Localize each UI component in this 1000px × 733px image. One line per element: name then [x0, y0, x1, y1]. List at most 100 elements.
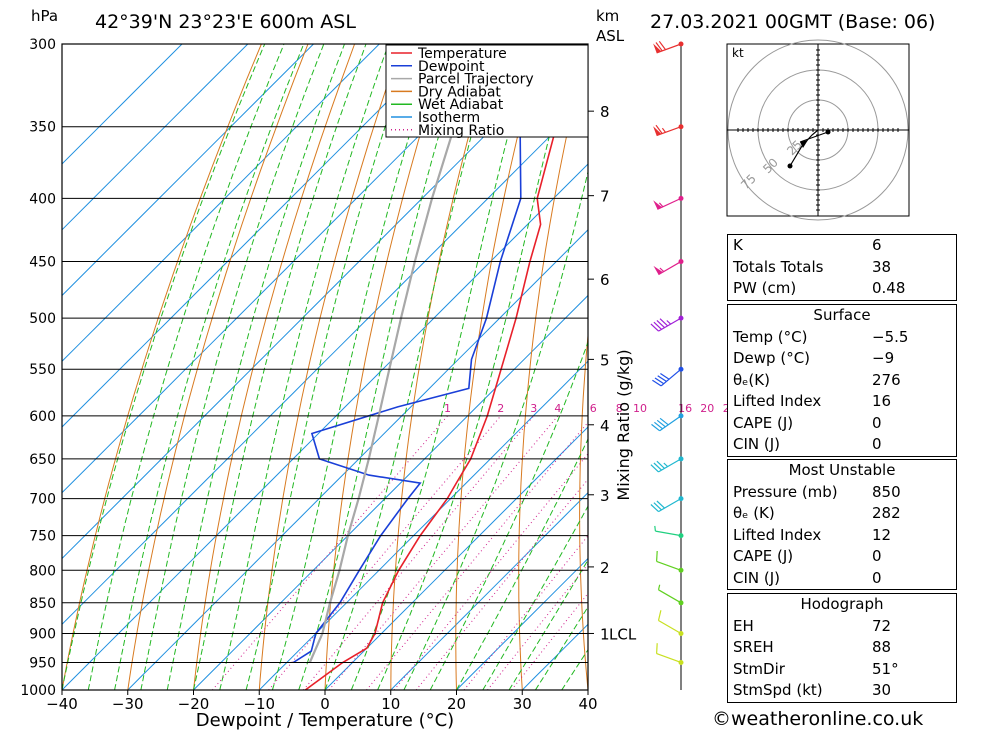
wet-adiabat-line: [87, 44, 285, 690]
location-title: 42°39'N 23°23'E 600m ASL: [95, 11, 356, 33]
km-unit-label: km: [596, 7, 619, 25]
wet-adiabat-line: [193, 44, 367, 690]
wind-barb-feather: [656, 319, 665, 329]
x-tick-label: 10: [381, 695, 400, 713]
wind-barb-half-feather: [654, 525, 656, 532]
pressure-unit-label: hPa: [31, 7, 58, 25]
wind-barb-feather: [659, 417, 669, 426]
storm-motion-arrowhead: [800, 140, 808, 148]
wet-adiabat-line: [377, 44, 574, 690]
wind-barb-feather: [657, 610, 662, 621]
mixing-ratio-label: 1: [444, 402, 451, 415]
wet-adiabat-line: [324, 44, 499, 690]
credit-text[interactable]: ©weatheronline.co.uk: [712, 708, 924, 730]
x-axis-label: Dewpoint / Temperature (°C): [196, 710, 454, 731]
km-tick-label: 8: [600, 103, 610, 121]
wind-barb-feather: [650, 464, 659, 473]
surface-theta-row: θₑ(K) 276: [733, 370, 901, 389]
pressure-tick-label: 850: [29, 596, 56, 612]
temperature-line: [304, 75, 588, 690]
mixing-ratio-label: 20: [700, 402, 714, 415]
wet-adiabat-line: [166, 44, 345, 690]
mixing-ratio-line: [415, 478, 588, 690]
x-tick-label: 0: [320, 695, 330, 713]
wind-barb-feather: [660, 372, 670, 380]
series-lines: [292, 44, 588, 690]
isotherm-line: [62, 44, 249, 231]
wind-barb-feather: [656, 500, 665, 509]
legend-entry: Mixing Ratio: [418, 123, 504, 139]
wind-barb-feather: [653, 321, 662, 330]
pressure-tick-label: 300: [29, 37, 56, 53]
dry-adiabat-line: [639, 44, 681, 690]
pressure-tick-label: 500: [29, 311, 56, 327]
legend-entry: Wet Adiabat: [418, 97, 504, 113]
wind-barb-staff: [659, 415, 682, 432]
mu-pressure-row: Pressure (mb) 850: [733, 482, 901, 501]
dry-adiabat-line: [258, 44, 402, 690]
pressure-tick-label: 900: [29, 626, 56, 642]
wet-adiabat-line: [482, 505, 588, 690]
x-tick-label: −30: [112, 695, 144, 713]
km-tick-label: 3: [600, 487, 610, 505]
wet-adiabat-line: [456, 437, 588, 690]
hodograph-end-point: [787, 163, 793, 169]
wind-barb-feather: [657, 375, 667, 382]
wind-barb-flag: [653, 43, 662, 53]
pressure-tick-label: 800: [29, 563, 56, 579]
wind-barb-half-feather: [659, 267, 665, 273]
wind-barb-half-feather: [658, 202, 664, 208]
km-tick-label: 1: [600, 625, 610, 643]
most-unstable-title: Most Unstable: [788, 461, 896, 479]
wet-adiabat-line: [62, 44, 266, 690]
isotherm-line: [62, 163, 588, 690]
hodograph-panel: Hodograph EH 72 SREH 88 StmDir 51° StmSpd (…: [727, 593, 957, 703]
axes: [61, 43, 594, 695]
wind-barb-feather: [653, 502, 662, 511]
legend-entry: Temperature: [417, 46, 507, 62]
pressure-tick-label: 750: [29, 529, 56, 545]
hodograph-start-point: [825, 129, 831, 135]
dry-adiabat-line: [62, 44, 262, 690]
mixing-ratio-label: 4: [554, 402, 561, 415]
totals-totals-row: Totals Totals 38: [733, 257, 892, 276]
surface-cape-row: CAPE (J) 0: [733, 413, 882, 432]
pressure-tick-label: 600: [29, 409, 56, 425]
km-tick-label: 5: [600, 351, 610, 369]
isotherm-line: [62, 44, 314, 297]
wind-barb-half-feather: [663, 462, 669, 468]
wet-adiabat-line: [140, 44, 325, 690]
pressure-tick-label: 550: [29, 362, 56, 378]
wind-barb-half-feather: [657, 584, 661, 590]
lcl-label: LCL: [609, 625, 637, 643]
hodograph-unit-label: kt: [732, 46, 744, 60]
wind-barb-feather: [656, 643, 658, 654]
wind-barb-staff: [658, 458, 682, 473]
wet-adiabat-line: [350, 44, 534, 690]
mixing-ratio-label: 6: [590, 402, 597, 415]
legend-entry: Isotherm: [418, 110, 480, 126]
sreh-row: SREH 88: [733, 638, 892, 656]
wind-barb-feather: [658, 40, 666, 50]
pressure-tick-label: 700: [29, 492, 56, 508]
x-tick-label: 40: [578, 695, 597, 713]
most-unstable-panel: Most Unstable Pressure (mb) 850 θₑ (K) 282…: [727, 459, 957, 590]
mu-cin-row: CIN (J) 0: [733, 568, 882, 587]
wind-barb-flag: [653, 126, 662, 136]
isotherm-line: [62, 97, 588, 626]
isotherm-line: [62, 44, 512, 494]
wind-barbs: [650, 40, 684, 690]
chart-texts: 1234681016202530035040045050055060065070…: [20, 7, 935, 731]
wind-barb-half-feather: [661, 127, 666, 133]
hodograph-title: Hodograph: [800, 595, 884, 613]
wind-barb-staff: [656, 653, 682, 664]
isotherm-line: [390, 491, 588, 690]
isotherm-line: [62, 44, 446, 428]
wind-barb-staff: [656, 560, 682, 571]
x-tick-label: −20: [178, 695, 210, 713]
km-tick-label: 6: [600, 271, 610, 289]
isotherm-line: [456, 557, 588, 690]
